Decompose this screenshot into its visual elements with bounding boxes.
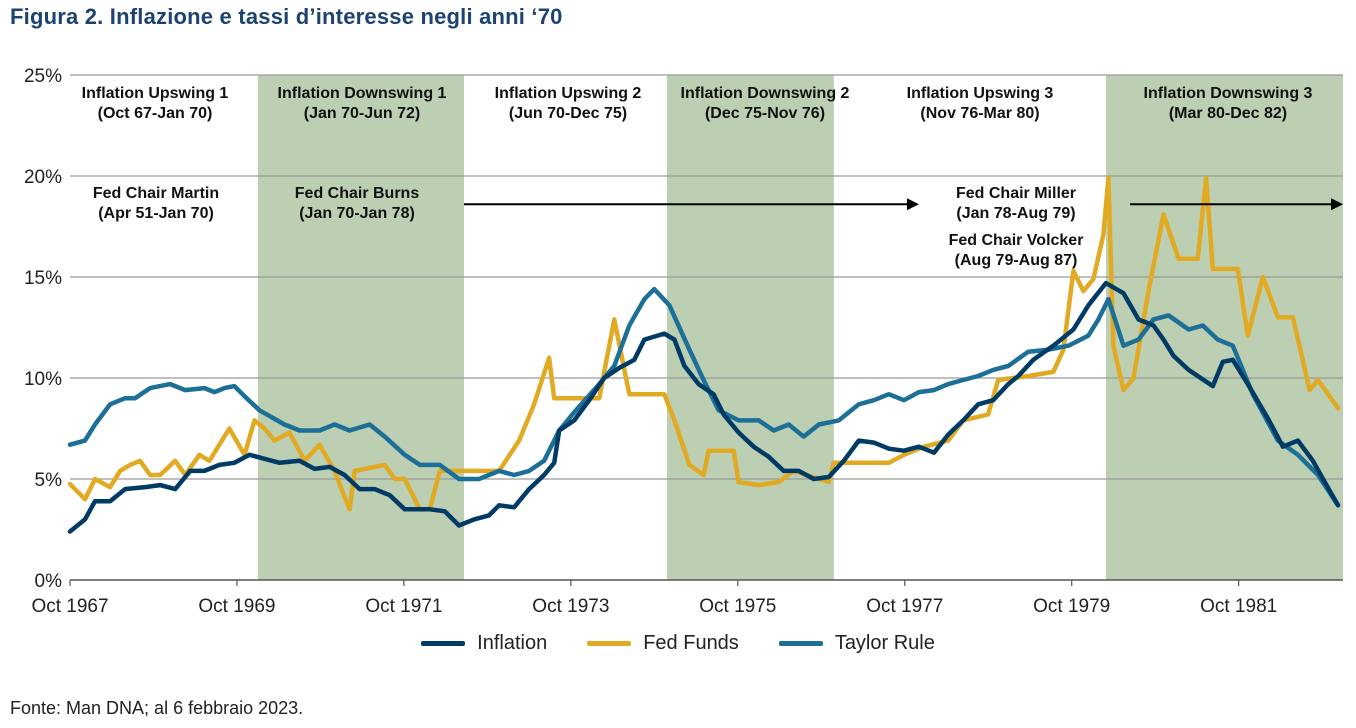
fed-chair-annotation: Fed Chair Miller (Jan 78-Aug 79) [956,184,1076,224]
x-axis: Oct 1967 Oct 1969 Oct 1971 Oct 1973 Oct 1975… [31,579,1343,617]
arrow-head [906,198,919,211]
y-axis: 0% 5% 10% 15% 20% 25% [24,66,62,592]
phase-annotation: Inflation Upswing 3 (Nov 76-Mar 80) [907,84,1054,124]
phase-name: Inflation Upswing 2 [494,85,642,102]
series-line-taylor-rule [67,286,1341,508]
arrow-head [1331,198,1343,211]
phase-name: Inflation Upswing 1 [81,85,229,102]
shaded-period [666,75,834,580]
phase-range: (Mar 80-Dec 82) [1168,105,1288,122]
phase-annotation: Inflation Upswing 1 (Oct 67-Jan 70) [82,84,229,124]
chair-range: (Jan 70-Jan 78) [299,205,415,222]
legend-label: Fed Funds [643,632,739,654]
arrows [464,198,1343,211]
chair-range: (Apr 51-Jan 70) [98,205,214,222]
chart-title: Figura 2. Inflazione e tassi d’interesse… [10,4,563,29]
phase-name: Inflation Downswing 1 [277,85,447,102]
y-tick-label: 20% [24,167,62,188]
phase-range: (Jun 70-Dec 75) [508,105,628,122]
phase-range: (Dec 75-Nov 76) [704,105,826,122]
y-tick-label: 25% [24,66,62,87]
x-tick-label: Oct 1981 [1200,596,1277,617]
phase-annotation: Inflation Downswing 2 (Dec 75-Nov 76) [681,84,850,124]
x-tick-label: Oct 1979 [1033,596,1110,617]
phase-name: Inflation Upswing 3 [906,85,1054,102]
legend-item-fed-funds: Fed Funds [587,632,739,655]
shaded-periods [257,75,1343,580]
legend-label: Inflation [477,632,548,654]
chair-range: (Jan 78-Aug 79) [956,205,1076,222]
phase-annotation: Inflation Downswing 3 (Mar 80-Dec 82) [1144,84,1313,124]
fed-chair-annotation: Fed Chair Martin (Apr 51-Jan 70) [93,184,219,224]
chair-name: Fed Chair Miller [955,185,1077,202]
x-tick-label: Oct 1967 [31,596,108,617]
series-lines [67,175,1341,534]
chair-name: Fed Chair Burns [294,185,420,202]
y-tick-label: 0% [35,571,63,592]
legend-label: Taylor Rule [834,632,935,654]
legend-item-inflation: Inflation [421,632,547,655]
legend-swatch [778,641,823,646]
y-tick-label: 10% [24,369,62,390]
series-line-inflation [67,280,1341,534]
legend-swatch [587,641,632,646]
x-tick-label: Oct 1973 [532,596,609,617]
chair-name: Fed Chair Martin [92,185,220,202]
phase-range: (Jan 70-Jun 72) [303,105,421,122]
phase-name: Inflation Downswing 3 [1143,85,1313,102]
x-tick-label: Oct 1971 [365,596,442,617]
x-tick-label: Oct 1977 [866,596,943,617]
source-note: Fonte: Man DNA; al 6 febbraio 2023. [10,698,304,718]
phase-annotation: Inflation Downswing 1 (Jan 70-Jun 72) [278,84,447,124]
x-tick-label: Oct 1969 [198,596,275,617]
legend: Inflation Fed Funds Taylor Rule [0,632,1356,655]
fed-chair-annotation: Fed Chair Volcker (Aug 79-Aug 87) [949,231,1084,271]
x-tick-label: Oct 1975 [699,596,776,617]
phase-range: (Nov 76-Mar 80) [920,105,1040,122]
shaded-period [257,75,465,580]
series-line-fed-funds [67,175,1341,512]
phase-name: Inflation Downswing 2 [680,85,850,102]
legend-swatch [421,641,466,646]
phase-annotation: Inflation Upswing 2 (Jun 70-Dec 75) [495,84,642,124]
legend-item-taylor-rule: Taylor Rule [778,632,935,655]
phase-range: (Oct 67-Jan 70) [97,105,213,122]
chair-range: (Aug 79-Aug 87) [954,252,1078,269]
fed-chair-annotation: Fed Chair Burns (Jan 70-Jan 78) [295,184,419,224]
y-tick-label: 5% [35,470,63,491]
chair-name: Fed Chair Volcker [948,232,1084,249]
y-tick-label: 15% [24,268,62,289]
